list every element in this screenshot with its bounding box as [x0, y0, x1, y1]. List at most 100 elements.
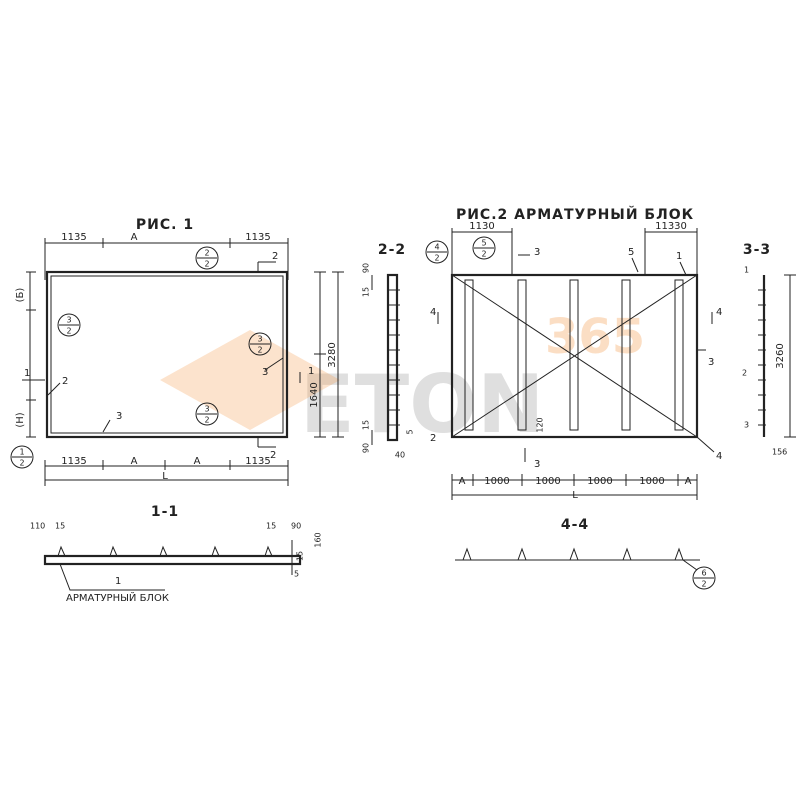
dim: 40 — [395, 451, 405, 460]
dim: 120 — [536, 417, 545, 432]
dim: 90 — [362, 443, 371, 453]
leader-label: 2 — [742, 369, 747, 378]
leader — [22, 357, 284, 433]
dim: 160 — [314, 532, 323, 547]
callout-bottom: 2 — [19, 459, 24, 468]
profile — [386, 273, 399, 442]
callout-top: 3 — [204, 405, 209, 414]
watermark: 365 ETON — [160, 309, 645, 451]
dim: (Б) — [15, 288, 26, 303]
callout-bottom: 2 — [204, 416, 209, 425]
section-label: 2 — [272, 251, 278, 262]
dim: L — [572, 490, 578, 501]
dim-line — [44, 460, 289, 486]
watermark-word: ETON — [300, 358, 544, 451]
section-1-1: 1-1 110 15 15 90 160 15 5 1 АРМАТУРНЫЙ Б… — [30, 504, 323, 604]
dim-line — [451, 228, 698, 275]
frame-inner — [50, 275, 284, 434]
callout-top: 3 — [257, 335, 262, 344]
leader — [631, 257, 715, 453]
title: РИС.2 АРМАТУРНЫЙ БЛОК — [456, 206, 694, 223]
dim: А — [131, 232, 138, 243]
dim: А — [459, 476, 466, 487]
title: 2-2 — [378, 242, 406, 258]
section-label: 1 — [308, 366, 314, 377]
dim: 1640 — [309, 382, 320, 407]
fig1: РИС. 1 1135 А 1135 1135 А А 1135 L (Б) (… — [15, 217, 344, 486]
callout-bottom: 2 — [481, 250, 486, 259]
dim: 1135 — [61, 232, 86, 243]
dim: 5 — [406, 429, 415, 434]
section-label: 3 — [534, 247, 540, 258]
dim: 1000 — [587, 476, 612, 487]
leader-label: 1 — [744, 266, 749, 275]
frame — [45, 270, 289, 439]
title: РИС. 1 — [136, 217, 194, 233]
slab — [43, 554, 302, 566]
dim: 1135 — [245, 456, 270, 467]
section-label: 3 — [534, 459, 540, 470]
leader-label: 3 — [744, 421, 749, 430]
dim: 90 — [291, 522, 301, 531]
dim: 110 — [30, 522, 45, 531]
dim: А — [131, 456, 138, 467]
leader-label: 3 — [708, 357, 714, 368]
leader-label: 1 — [24, 368, 30, 379]
fig2: РИС.2 АРМАТУРНЫЙ БЛОК 1130 11330 А 1000 … — [425, 206, 722, 501]
leader-label: 2 — [430, 433, 436, 444]
dim: L — [162, 471, 168, 482]
callout: 2 2 — [195, 246, 219, 270]
callout: 5 2 — [472, 236, 496, 260]
callout-top: 3 — [66, 316, 71, 325]
profile — [455, 547, 700, 571]
section-label: 2 — [270, 450, 276, 461]
dim: 3280 — [327, 342, 338, 367]
dim-line — [314, 271, 344, 438]
bars — [464, 279, 684, 431]
callout: 4 2 — [425, 240, 449, 264]
ribs — [758, 274, 796, 438]
callout: 6 2 — [692, 566, 716, 590]
dim-line — [451, 474, 698, 500]
dim: 15 — [362, 287, 371, 297]
diagonals — [451, 274, 698, 438]
callout-bottom: 2 — [257, 346, 262, 355]
dim: 1135 — [61, 456, 86, 467]
title: 3-3 — [743, 242, 771, 258]
dim: 11330 — [655, 221, 687, 232]
callout-top: 2 — [204, 249, 209, 258]
leader-label: 1 — [676, 251, 682, 262]
leader-label: 4 — [716, 451, 722, 462]
section-2-2: 2-2 90 15 15 90 5 40 — [362, 242, 415, 460]
leader-label: 3 — [116, 411, 122, 422]
leader-label: 2 — [62, 376, 68, 387]
watermark-logo — [160, 330, 340, 430]
dim-line — [44, 238, 289, 280]
callout: 3 2 — [195, 402, 219, 426]
callout-top: 6 — [701, 569, 706, 578]
dim: 156 — [772, 448, 787, 457]
dim: (Н) — [15, 412, 26, 427]
dim: 90 — [362, 263, 371, 273]
frame — [450, 273, 699, 439]
leader-label: 1 — [115, 576, 121, 587]
dim: 1000 — [639, 476, 664, 487]
dim: 1135 — [245, 232, 270, 243]
callout-bottom: 2 — [66, 327, 71, 336]
callout: 3 2 — [248, 332, 272, 356]
leader-label: 5 — [628, 247, 634, 258]
callout: 3 2 — [57, 313, 81, 337]
leader-label: 3 — [262, 367, 268, 378]
callouts: 2 2 3 2 3 2 3 2 1 2 — [10, 246, 272, 469]
dim: 15 — [362, 420, 371, 430]
callout-top: 4 — [434, 243, 439, 252]
section-mark — [437, 254, 713, 462]
callout-bottom: 2 — [204, 260, 209, 269]
dim: А — [194, 456, 201, 467]
ribs — [371, 275, 400, 445]
watermark-digits: 365 — [545, 309, 645, 365]
details — [57, 540, 293, 591]
dim: 15 — [296, 551, 305, 561]
callout-bottom: 2 — [701, 580, 706, 589]
